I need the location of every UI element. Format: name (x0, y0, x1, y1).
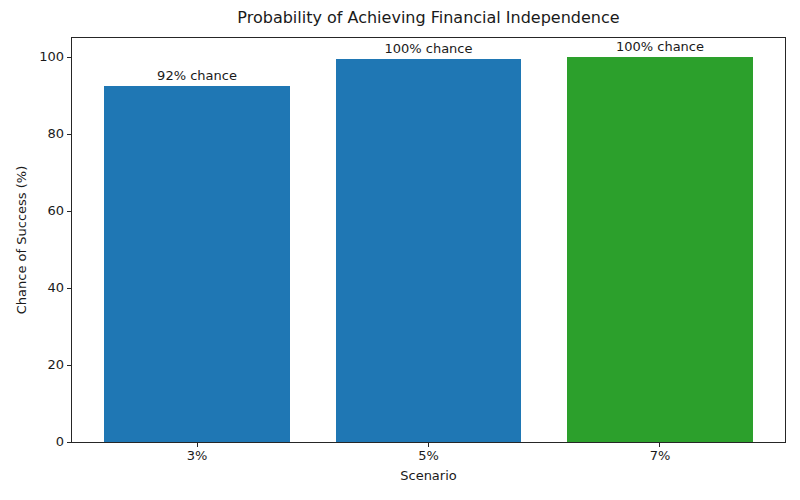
y-tick-label: 60 (24, 204, 64, 218)
y-tick-mark (67, 211, 71, 212)
y-tick-mark (67, 365, 71, 366)
bar-5% (336, 59, 521, 442)
y-tick-label: 100 (24, 50, 64, 64)
bar-chart-figure: Probability of Achieving Financial Indep… (0, 0, 800, 500)
x-tick-mark (197, 443, 198, 447)
y-tick-label: 80 (24, 127, 64, 141)
x-tick-label: 3% (147, 448, 247, 463)
chart-title: Probability of Achieving Financial Indep… (72, 6, 785, 30)
bar-value-label: 92% chance (117, 68, 277, 83)
y-tick-mark (67, 134, 71, 135)
x-axis-label: Scenario (72, 468, 785, 484)
bar-3% (104, 86, 289, 442)
y-tick-mark (67, 442, 71, 443)
bar-value-label: 100% chance (580, 39, 740, 54)
y-tick-label: 40 (24, 281, 64, 295)
y-tick-label: 20 (24, 358, 64, 372)
y-tick-mark (67, 288, 71, 289)
x-tick-label: 7% (610, 448, 710, 463)
plot-area: 02040608010092% chance3%100% chance5%100… (71, 37, 786, 443)
x-tick-mark (659, 443, 660, 447)
y-tick-label: 0 (24, 435, 64, 449)
x-tick-mark (428, 443, 429, 447)
x-tick-label: 5% (379, 448, 479, 463)
y-tick-mark (67, 57, 71, 58)
bar-7% (567, 57, 752, 442)
bar-value-label: 100% chance (349, 41, 509, 56)
